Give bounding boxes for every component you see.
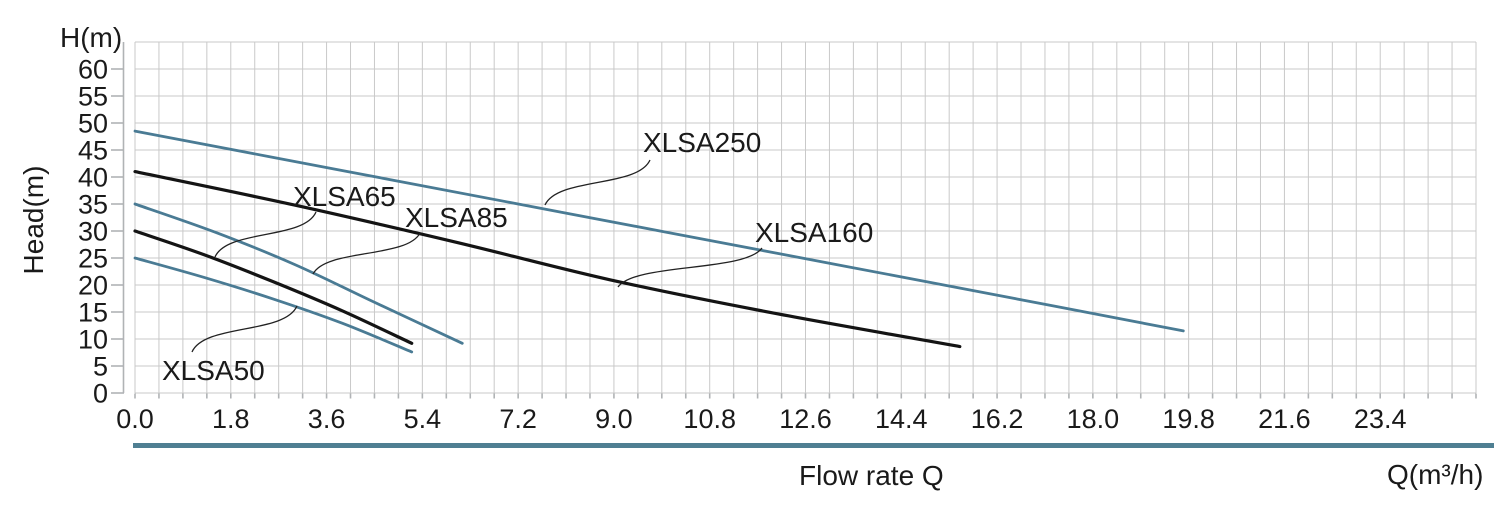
- x-tick-label: 1.8: [212, 404, 250, 434]
- x-tick-label: 18.0: [1067, 404, 1120, 434]
- leader-line-xlsa50: [191, 305, 298, 353]
- curve-xlsa65: [133, 229, 414, 345]
- y-tick-label: 5: [93, 352, 108, 382]
- y-tick-label: 50: [78, 109, 108, 139]
- x-tick-label: 5.4: [404, 404, 442, 434]
- y-tick-label: 60: [78, 55, 108, 85]
- x-axis-tick-labels: 0.0 1.8 3.6 5.4 7.2 9.0 10.8 12.6 14.4 16.2 18.0 19…: [116, 404, 1406, 434]
- curve-label-xlsa250: XLSA250: [643, 127, 761, 158]
- x-tick-label: 23.4: [1354, 404, 1407, 434]
- y-tick-label: 25: [78, 244, 108, 274]
- curve-xlsa85: [133, 202, 464, 345]
- x-tick-label: 19.8: [1162, 404, 1215, 434]
- y-tick-label: 20: [78, 271, 108, 301]
- curve-xlsa50: [133, 256, 414, 354]
- x-tick-label: 0.0: [116, 404, 154, 434]
- x-tick-label: 16.2: [971, 404, 1024, 434]
- y-tick-label: 10: [78, 325, 108, 355]
- curve-label-xlsa65: XLSA65: [293, 181, 396, 212]
- x-tick-label: 21.6: [1258, 404, 1311, 434]
- x-axis-unit: Q(m³/h): [1387, 459, 1484, 490]
- x-tick-label: 12.6: [779, 404, 832, 434]
- axes: [111, 42, 1477, 399]
- x-axis-title: Flow rate Q: [799, 460, 944, 491]
- curve-label-xlsa85: XLSA85: [405, 202, 508, 233]
- curve-label-xlsa50: XLSA50: [162, 355, 265, 386]
- x-tick-label: 7.2: [499, 404, 537, 434]
- y-tick-label: 35: [78, 190, 108, 220]
- curve-xlsa160: [133, 170, 962, 349]
- x-tick-label: 10.8: [683, 404, 736, 434]
- x-axis-underline: [133, 443, 1494, 448]
- y-tick-label: 15: [78, 298, 108, 328]
- leader-line-xlsa65: [214, 211, 317, 258]
- leader-line-xlsa250: [544, 159, 651, 206]
- y-tick-label: 0: [93, 379, 108, 409]
- leader-line-xlsa160: [617, 247, 763, 288]
- x-tick-label: 9.0: [595, 404, 633, 434]
- leader-line-xlsa85: [312, 232, 421, 275]
- x-tick-label: 14.4: [875, 404, 928, 434]
- curve-label-xlsa160: XLSA160: [755, 217, 873, 248]
- x-tick-label: 3.6: [308, 404, 346, 434]
- curve-xlsa250: [133, 129, 1185, 333]
- y-tick-label: 55: [78, 82, 108, 112]
- y-tick-label: 40: [78, 163, 108, 193]
- y-tick-label: 30: [78, 217, 108, 247]
- y-tick-label: 45: [78, 136, 108, 166]
- y-axis-title: H(m): [60, 22, 123, 53]
